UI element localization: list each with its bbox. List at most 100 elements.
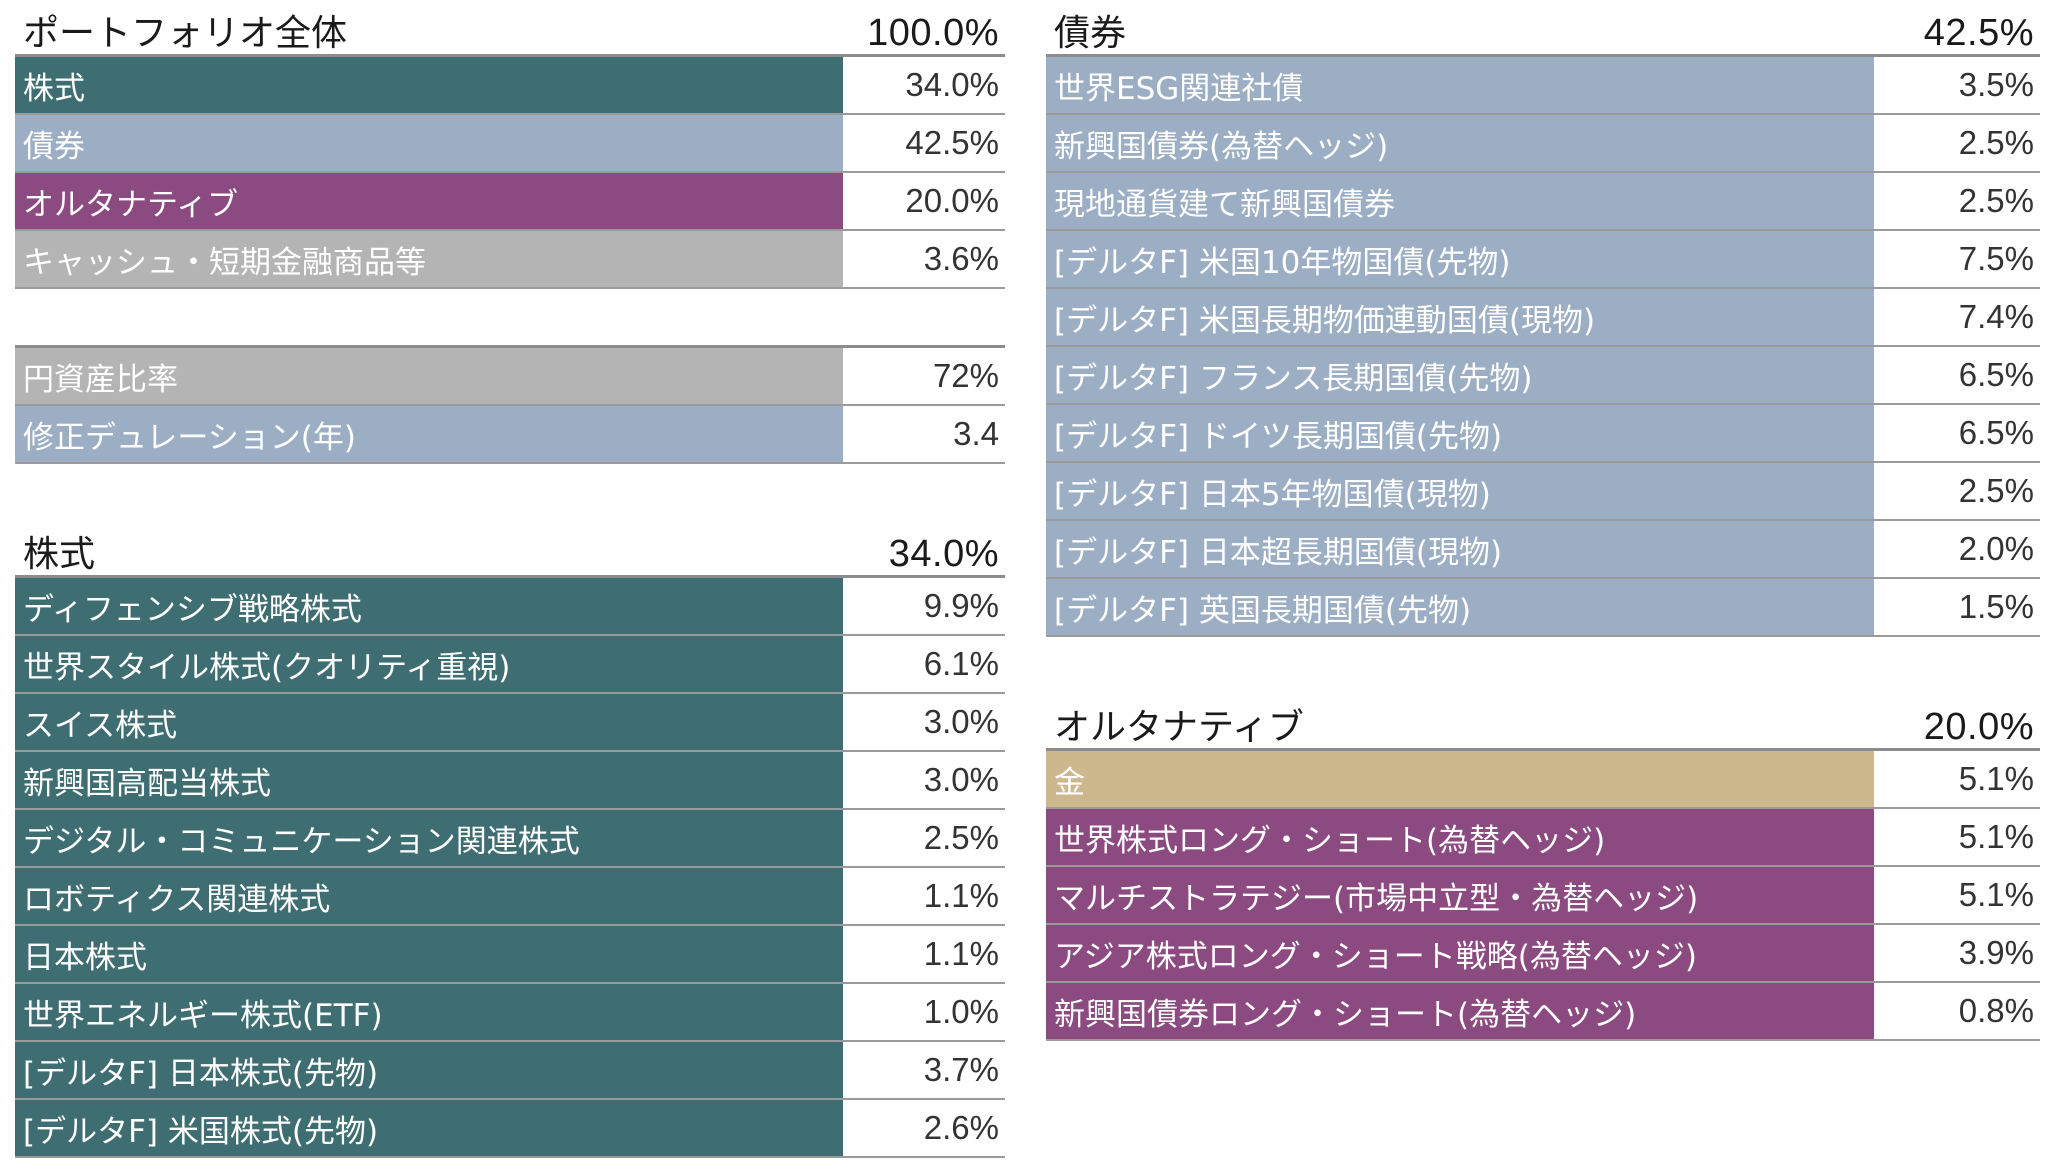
row-label: 新興国債券ロング・ショート(為替ヘッジ) [1046, 983, 1874, 1039]
table-row: キャッシュ・短期金融商品等 3.6% [15, 231, 1005, 289]
table-row: ロボティクス関連株式 1.1% [15, 868, 1005, 926]
table-row: 修正デュレーション(年) 3.4 [15, 406, 1005, 464]
row-label: アジア株式ロング・ショート戦略(為替ヘッジ) [1046, 925, 1874, 981]
row-value: 3.0% [843, 752, 1005, 808]
portfolio-total: 100.0% [867, 12, 999, 54]
row-value: 5.1% [1874, 809, 2040, 865]
row-label: 債券 [15, 115, 843, 171]
row-label: オルタナティブ [15, 173, 843, 229]
row-value: 72% [843, 348, 1005, 404]
table-row: オルタナティブ 20.0% [15, 173, 1005, 231]
table-row: [デルタF] ドイツ長期国債(先物) 6.5% [1046, 405, 2040, 463]
bonds-title: 債券 [1054, 13, 1127, 54]
row-value: 5.1% [1874, 751, 2040, 807]
table-row: 日本株式 1.1% [15, 926, 1005, 984]
alternatives-header: オルタナティブ 20.0% [1046, 694, 2040, 751]
equity-table: 株式 34.0% ディフェンシブ戦略株式 9.9% 世界スタイル株式(クオリティ重… [15, 521, 1005, 1158]
row-value: 3.5% [1874, 57, 2040, 113]
table-row: [デルタF] 日本超長期国債(現物) 2.0% [1046, 521, 2040, 579]
row-label: スイス株式 [15, 694, 843, 750]
right-column: 債券 42.5% 世界ESG関連社債 3.5% 新興国債券(為替ヘッジ) 2.5% … [1046, 0, 2040, 1041]
table-row: 金 5.1% [1046, 751, 2040, 809]
alternatives-total: 20.0% [1923, 706, 2034, 748]
table-row: スイス株式 3.0% [15, 694, 1005, 752]
table-row: 世界ESG関連社債 3.5% [1046, 57, 2040, 115]
row-label: 日本株式 [15, 926, 843, 982]
row-label: [デルタF] 米国株式(先物) [15, 1100, 843, 1156]
alternatives-title: オルタナティブ [1054, 707, 1304, 748]
left-column: ポートフォリオ全体 100.0% 株式 34.0% 債券 42.5% オルタナテ… [15, 0, 1005, 1158]
row-value: 3.4 [843, 406, 1005, 462]
row-label: [デルタF] 米国長期物価連動国債(現物) [1046, 289, 1874, 345]
equity-header: 株式 34.0% [15, 521, 1005, 578]
row-label: ディフェンシブ戦略株式 [15, 578, 843, 634]
row-value: 1.5% [1874, 579, 2040, 635]
table-row: 円資産比率 72% [15, 348, 1005, 406]
table-row: [デルタF] 米国長期物価連動国債(現物) 7.4% [1046, 289, 2040, 347]
row-label: [デルタF] 日本5年物国債(現物) [1046, 463, 1874, 519]
row-label: キャッシュ・短期金融商品等 [15, 231, 843, 287]
row-value: 7.4% [1874, 289, 2040, 345]
row-value: 2.5% [1874, 463, 2040, 519]
row-value: 1.0% [843, 984, 1005, 1040]
table-row: 債券 42.5% [15, 115, 1005, 173]
row-label: 修正デュレーション(年) [15, 406, 843, 462]
metrics-table: 円資産比率 72% 修正デュレーション(年) 3.4 [15, 345, 1005, 464]
table-row: マルチストラテジー(市場中立型・為替ヘッジ) 5.1% [1046, 867, 2040, 925]
table-row: 新興国債券ロング・ショート(為替ヘッジ) 0.8% [1046, 983, 2040, 1041]
portfolio-title: ポートフォリオ全体 [23, 13, 348, 54]
row-value: 6.1% [843, 636, 1005, 692]
row-label: 世界スタイル株式(クオリティ重視) [15, 636, 843, 692]
equity-title: 株式 [23, 534, 96, 575]
row-label: 世界ESG関連社債 [1046, 57, 1874, 113]
alternatives-table: オルタナティブ 20.0% 金 5.1% 世界株式ロング・ショート(為替ヘッジ) 5… [1046, 694, 2040, 1041]
row-value: 2.6% [843, 1100, 1005, 1156]
row-value: 42.5% [843, 115, 1005, 171]
row-value: 3.7% [843, 1042, 1005, 1098]
row-value: 3.9% [1874, 925, 2040, 981]
row-label: [デルタF] 日本超長期国債(現物) [1046, 521, 1874, 577]
row-label: 世界株式ロング・ショート(為替ヘッジ) [1046, 809, 1874, 865]
table-row: ディフェンシブ戦略株式 9.9% [15, 578, 1005, 636]
row-value: 3.6% [843, 231, 1005, 287]
row-value: 2.0% [1874, 521, 2040, 577]
row-label: 世界エネルギー株式(ETF) [15, 984, 843, 1040]
table-row: [デルタF] 米国株式(先物) 2.6% [15, 1100, 1005, 1158]
row-value: 3.0% [843, 694, 1005, 750]
row-label: デジタル・コミュニケーション関連株式 [15, 810, 843, 866]
row-label: [デルタF] 米国10年物国債(先物) [1046, 231, 1874, 287]
row-value: 34.0% [843, 57, 1005, 113]
table-row: 現地通貨建て新興国債券 2.5% [1046, 173, 2040, 231]
row-value: 5.1% [1874, 867, 2040, 923]
bonds-header: 債券 42.5% [1046, 0, 2040, 57]
row-value: 0.8% [1874, 983, 2040, 1039]
equity-total: 34.0% [888, 533, 999, 575]
row-value: 2.5% [1874, 173, 2040, 229]
table-row: [デルタF] フランス長期国債(先物) 6.5% [1046, 347, 2040, 405]
table-row: アジア株式ロング・ショート戦略(為替ヘッジ) 3.9% [1046, 925, 2040, 983]
row-label: マルチストラテジー(市場中立型・為替ヘッジ) [1046, 867, 1874, 923]
row-label: 金 [1046, 751, 1874, 807]
table-row: 世界エネルギー株式(ETF) 1.0% [15, 984, 1005, 1042]
table-row: デジタル・コミュニケーション関連株式 2.5% [15, 810, 1005, 868]
table-row: 新興国債券(為替ヘッジ) 2.5% [1046, 115, 2040, 173]
table-row: [デルタF] 英国長期国債(先物) 1.5% [1046, 579, 2040, 637]
table-row: 世界株式ロング・ショート(為替ヘッジ) 5.1% [1046, 809, 2040, 867]
row-value: 2.5% [1874, 115, 2040, 171]
table-row: [デルタF] 日本株式(先物) 3.7% [15, 1042, 1005, 1100]
row-label: [デルタF] 英国長期国債(先物) [1046, 579, 1874, 635]
row-label: 現地通貨建て新興国債券 [1046, 173, 1874, 229]
row-value: 6.5% [1874, 405, 2040, 461]
row-value: 1.1% [843, 926, 1005, 982]
row-label: 株式 [15, 57, 843, 113]
row-label: ロボティクス関連株式 [15, 868, 843, 924]
row-value: 20.0% [843, 173, 1005, 229]
table-row: 株式 34.0% [15, 57, 1005, 115]
row-value: 7.5% [1874, 231, 2040, 287]
portfolio-header: ポートフォリオ全体 100.0% [15, 0, 1005, 57]
table-row: 世界スタイル株式(クオリティ重視) 6.1% [15, 636, 1005, 694]
bonds-table: 債券 42.5% 世界ESG関連社債 3.5% 新興国債券(為替ヘッジ) 2.5% … [1046, 0, 2040, 637]
bonds-total: 42.5% [1923, 12, 2034, 54]
table-row: 新興国高配当株式 3.0% [15, 752, 1005, 810]
row-value: 1.1% [843, 868, 1005, 924]
